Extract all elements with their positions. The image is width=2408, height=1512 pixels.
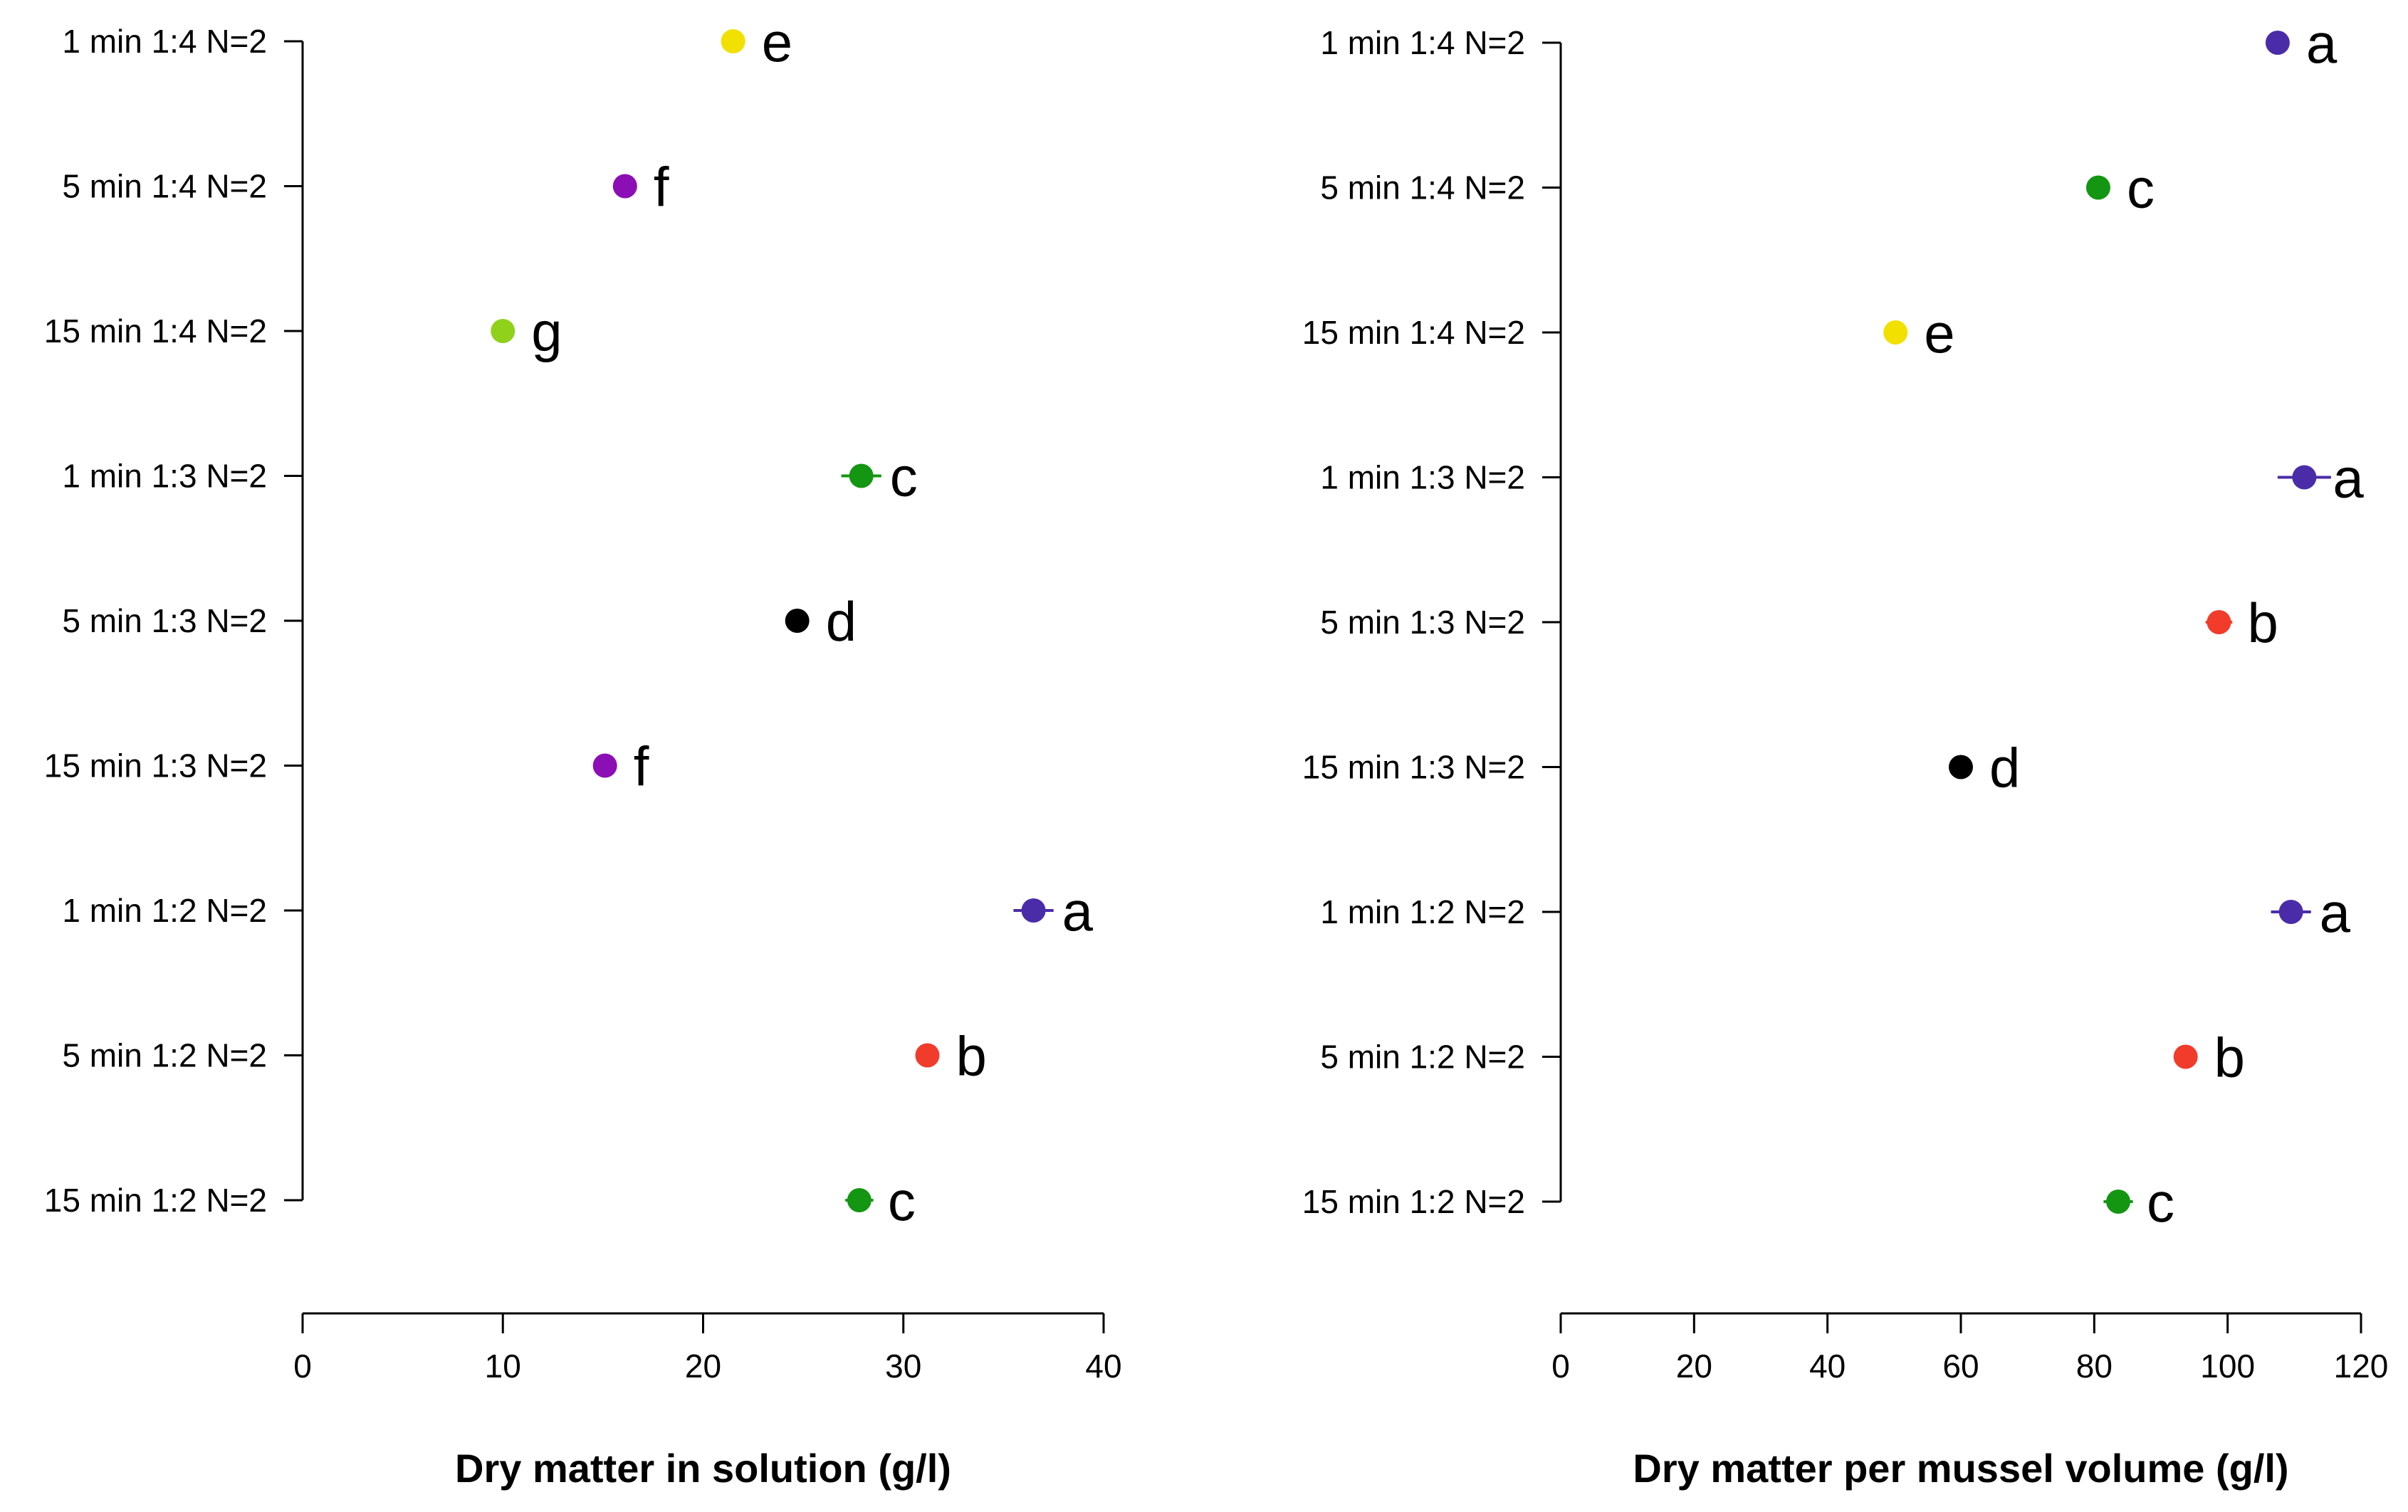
x-tick-label: 0 (293, 1348, 312, 1385)
significance-letter: a (2333, 447, 2364, 510)
data-point (2265, 31, 2290, 55)
significance-letter: b (2214, 1027, 2245, 1089)
significance-letter: e (762, 11, 792, 73)
x-tick-label: 40 (1809, 1348, 1846, 1385)
y-tick-label: 5 min 1:2 N=2 (1320, 1039, 1525, 1076)
y-tick-label: 1 min 1:3 N=2 (1320, 459, 1525, 496)
significance-letter: b (956, 1025, 987, 1088)
data-point (2173, 1044, 2198, 1069)
data-point (1021, 898, 1046, 923)
data-point (849, 463, 874, 488)
y-tick-label: 5 min 1:3 N=2 (1320, 604, 1525, 641)
significance-letter: c (890, 446, 918, 508)
significance-letter: e (1924, 302, 1954, 364)
data-point (2106, 1190, 2131, 1214)
y-tick-label: 15 min 1:2 N=2 (44, 1182, 267, 1219)
data-point (785, 609, 810, 633)
x-axis-title: Dry matter per mussel volume (g/l) (1633, 1446, 2288, 1491)
y-tick-label: 5 min 1:4 N=2 (1320, 169, 1525, 206)
significance-letter: a (2306, 12, 2338, 75)
x-tick-label: 40 (1085, 1348, 1121, 1385)
x-tick-label: 80 (2076, 1348, 2113, 1385)
y-tick-label: 15 min 1:2 N=2 (1302, 1183, 1525, 1220)
data-point (721, 29, 745, 53)
x-tick-label: 30 (885, 1348, 921, 1385)
data-point (612, 174, 637, 199)
significance-letter: b (2247, 592, 2278, 654)
x-tick-label: 120 (2334, 1348, 2389, 1385)
significance-letter: c (2127, 157, 2155, 220)
y-tick-label: 15 min 1:4 N=2 (1302, 314, 1525, 351)
y-tick-label: 5 min 1:3 N=2 (62, 602, 267, 639)
data-point (847, 1188, 871, 1212)
data-point (915, 1043, 940, 1068)
y-tick-label: 1 min 1:4 N=2 (1320, 24, 1525, 61)
x-tick-label: 100 (2200, 1348, 2255, 1385)
significance-letter: c (2147, 1171, 2174, 1234)
y-tick-label: 15 min 1:3 N=2 (1302, 749, 1525, 786)
data-point (2207, 610, 2231, 634)
y-tick-label: 1 min 1:3 N=2 (62, 458, 267, 495)
data-point (592, 753, 617, 778)
significance-letter: g (531, 300, 562, 363)
x-tick-label: 60 (1942, 1348, 1979, 1385)
data-point (491, 319, 515, 343)
data-point (1883, 320, 1908, 345)
significance-letter: a (2320, 881, 2351, 944)
right-panel-dry-matter-per-mussel-volume: 1 min 1:4 N=2 5 min 1:4 N=2 15 min 1:4 N=2… (1302, 12, 2389, 1491)
x-tick-label: 20 (1676, 1348, 1712, 1385)
y-tick-label: 5 min 1:2 N=2 (62, 1037, 267, 1074)
y-tick-label: 1 min 1:2 N=2 (62, 892, 267, 929)
significance-letter: c (888, 1170, 916, 1232)
y-tick-label: 15 min 1:3 N=2 (44, 747, 267, 784)
significance-letter: d (1989, 737, 2020, 799)
data-point (2085, 175, 2110, 200)
x-axis-title: Dry matter in solution (g/l) (455, 1446, 951, 1491)
x-tick-label: 0 (1551, 1348, 1570, 1385)
significance-letter: d (826, 590, 857, 653)
data-point (1949, 755, 1973, 779)
x-tick-label: 10 (485, 1348, 521, 1385)
y-tick-label: 1 min 1:2 N=2 (1320, 893, 1525, 930)
significance-letter: f (654, 156, 669, 219)
left-panel-dry-matter-in-solution: 1 min 1:4 N=2 5 min 1:4 N=2 15 min 1:4 N=2… (44, 11, 1122, 1491)
data-point (2292, 465, 2317, 490)
data-point (2278, 900, 2303, 924)
significance-letter: a (1062, 880, 1094, 943)
x-tick-label: 20 (685, 1348, 721, 1385)
significance-letter: f (634, 735, 649, 798)
y-tick-label: 5 min 1:4 N=2 (62, 168, 267, 205)
y-tick-label: 1 min 1:4 N=2 (62, 23, 267, 60)
y-tick-label: 15 min 1:4 N=2 (44, 313, 267, 350)
